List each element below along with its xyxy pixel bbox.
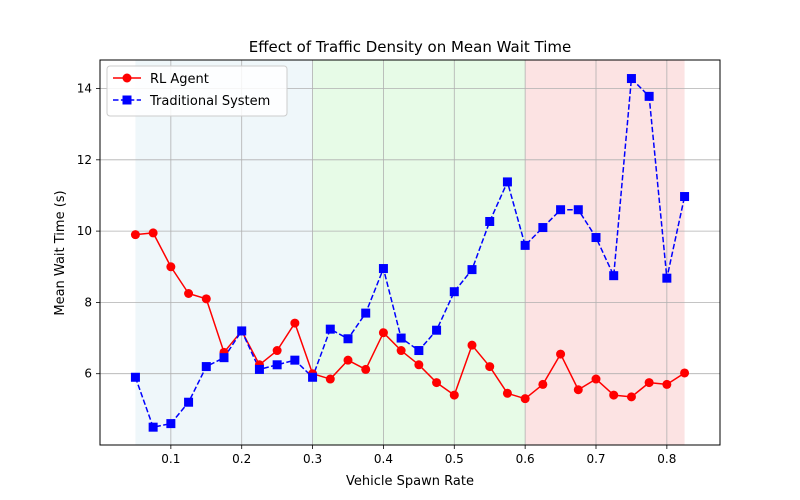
data-point-traditional-system bbox=[573, 205, 583, 215]
data-point-traditional-system bbox=[520, 240, 530, 250]
data-point-traditional-system bbox=[201, 362, 211, 372]
data-point-traditional-system bbox=[591, 233, 601, 243]
legend-marker-traditional-system bbox=[122, 95, 132, 105]
data-point-traditional-system bbox=[449, 287, 459, 297]
data-point-traditional-system bbox=[325, 324, 335, 334]
shaded-region-2 bbox=[312, 60, 526, 445]
data-point-rl-agent bbox=[449, 390, 459, 400]
data-point-traditional-system bbox=[148, 422, 158, 432]
data-point-traditional-system bbox=[662, 273, 672, 283]
x-tick-label: 0.7 bbox=[586, 452, 605, 466]
legend-marker-rl-agent bbox=[122, 73, 132, 83]
shaded-region-1 bbox=[135, 60, 313, 445]
data-point-rl-agent bbox=[361, 364, 371, 374]
legend-label-traditional-system: Traditional System bbox=[149, 94, 270, 109]
data-point-rl-agent bbox=[609, 390, 619, 400]
data-point-rl-agent bbox=[378, 328, 388, 338]
legend-label-rl-agent: RL Agent bbox=[150, 72, 209, 87]
data-point-traditional-system bbox=[538, 223, 548, 233]
data-point-rl-agent bbox=[343, 355, 353, 365]
data-point-traditional-system bbox=[361, 308, 371, 318]
y-tick-label: 10 bbox=[77, 224, 92, 238]
data-point-traditional-system bbox=[378, 264, 388, 274]
y-axis-ticks: 6 8 10 12 14 bbox=[77, 82, 100, 381]
x-axis-ticks: 0.1 0.2 0.3 0.4 0.5 0.6 0.7 0.8 bbox=[161, 445, 676, 466]
x-tick-label: 0.6 bbox=[516, 452, 535, 466]
data-point-rl-agent bbox=[414, 360, 424, 370]
data-point-traditional-system bbox=[308, 372, 318, 382]
data-point-traditional-system bbox=[502, 177, 512, 187]
x-tick-label: 0.2 bbox=[232, 452, 251, 466]
data-point-rl-agent bbox=[325, 374, 335, 384]
data-point-rl-agent bbox=[396, 346, 406, 356]
x-axis-label: Vehicle Spawn Rate bbox=[346, 474, 474, 489]
grid-lines bbox=[100, 60, 720, 445]
data-point-traditional-system bbox=[414, 346, 424, 356]
data-point-rl-agent bbox=[467, 340, 477, 350]
x-tick-label: 0.5 bbox=[445, 452, 464, 466]
y-tick-label: 8 bbox=[84, 295, 92, 309]
data-point-traditional-system bbox=[130, 372, 140, 382]
shaded-region-3 bbox=[525, 60, 685, 445]
y-tick-label: 6 bbox=[84, 367, 92, 381]
y-axis-label: Mean Wait Time (s) bbox=[53, 190, 68, 315]
legend: RL Agent Traditional System bbox=[106, 65, 288, 117]
data-point-rl-agent bbox=[184, 288, 194, 298]
x-tick-label: 0.4 bbox=[374, 452, 393, 466]
data-point-rl-agent bbox=[626, 392, 636, 402]
data-point-traditional-system bbox=[184, 397, 194, 407]
data-point-rl-agent bbox=[520, 394, 530, 404]
data-point-traditional-system bbox=[644, 91, 654, 101]
data-point-rl-agent bbox=[538, 379, 548, 389]
data-point-rl-agent bbox=[272, 346, 282, 356]
data-point-traditional-system bbox=[485, 216, 495, 226]
data-point-rl-agent bbox=[556, 349, 566, 359]
series-markers bbox=[130, 74, 690, 432]
data-point-rl-agent bbox=[166, 262, 176, 272]
data-point-rl-agent bbox=[662, 379, 672, 389]
x-tick-label: 0.1 bbox=[161, 452, 180, 466]
plot-frame bbox=[99, 59, 721, 446]
y-tick-label: 14 bbox=[77, 82, 92, 96]
data-point-traditional-system bbox=[272, 360, 282, 370]
data-point-traditional-system bbox=[467, 265, 477, 275]
data-point-rl-agent bbox=[591, 374, 601, 384]
data-point-rl-agent bbox=[644, 378, 654, 388]
data-point-rl-agent bbox=[485, 362, 495, 372]
shaded-regions bbox=[135, 60, 685, 445]
data-point-rl-agent bbox=[432, 378, 442, 388]
data-point-rl-agent bbox=[148, 228, 158, 238]
data-point-rl-agent bbox=[502, 388, 512, 398]
legend-box bbox=[106, 65, 288, 117]
data-point-traditional-system bbox=[343, 334, 353, 344]
data-point-traditional-system bbox=[556, 205, 566, 215]
data-point-rl-agent bbox=[201, 294, 211, 304]
data-point-traditional-system bbox=[290, 355, 300, 365]
data-point-traditional-system bbox=[219, 353, 229, 363]
data-point-traditional-system bbox=[166, 419, 176, 429]
data-point-rl-agent bbox=[290, 318, 300, 328]
data-point-traditional-system bbox=[254, 364, 264, 374]
data-point-traditional-system bbox=[626, 74, 636, 84]
chart-title: Effect of Traffic Density on Mean Wait T… bbox=[249, 38, 571, 56]
data-point-rl-agent bbox=[680, 368, 690, 378]
y-tick-label: 12 bbox=[77, 153, 92, 167]
data-point-traditional-system bbox=[396, 333, 406, 343]
data-point-traditional-system bbox=[680, 192, 690, 202]
data-point-rl-agent bbox=[573, 385, 583, 395]
x-tick-label: 0.8 bbox=[657, 452, 676, 466]
data-point-rl-agent bbox=[130, 230, 140, 240]
data-point-traditional-system bbox=[432, 325, 442, 335]
data-point-traditional-system bbox=[237, 326, 247, 336]
x-tick-label: 0.3 bbox=[303, 452, 322, 466]
data-point-traditional-system bbox=[609, 271, 619, 281]
